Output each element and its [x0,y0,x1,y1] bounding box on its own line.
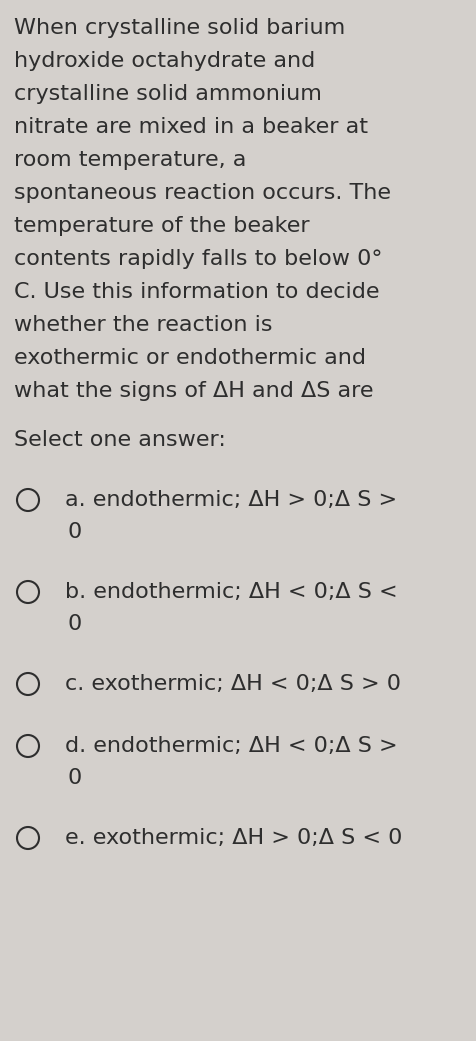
Text: 0: 0 [68,522,82,542]
Text: whether the reaction is: whether the reaction is [14,315,272,335]
Text: c. exothermic; ΔH < 0;Δ S > 0: c. exothermic; ΔH < 0;Δ S > 0 [65,674,400,694]
Text: what the signs of ΔH and ΔS are: what the signs of ΔH and ΔS are [14,381,373,401]
Text: crystalline solid ammonium: crystalline solid ammonium [14,84,321,104]
Text: contents rapidly falls to below 0°: contents rapidly falls to below 0° [14,249,382,269]
Text: 0: 0 [68,768,82,788]
Text: exothermic or endothermic and: exothermic or endothermic and [14,348,365,369]
Text: hydroxide octahydrate and: hydroxide octahydrate and [14,51,315,71]
Text: room temperature, a: room temperature, a [14,150,246,170]
Text: spontaneous reaction occurs. The: spontaneous reaction occurs. The [14,183,390,203]
Text: nitrate are mixed in a beaker at: nitrate are mixed in a beaker at [14,117,367,137]
Text: b. endothermic; ΔH < 0;Δ S <: b. endothermic; ΔH < 0;Δ S < [65,582,397,602]
Text: When crystalline solid barium: When crystalline solid barium [14,18,345,39]
Text: temperature of the beaker: temperature of the beaker [14,215,309,236]
Text: C. Use this information to decide: C. Use this information to decide [14,282,379,302]
Text: e. exothermic; ΔH > 0;Δ S < 0: e. exothermic; ΔH > 0;Δ S < 0 [65,828,402,848]
Text: 0: 0 [68,614,82,634]
Text: a. endothermic; ΔH > 0;Δ S >: a. endothermic; ΔH > 0;Δ S > [65,490,397,510]
Text: Select one answer:: Select one answer: [14,430,226,450]
Text: d. endothermic; ΔH < 0;Δ S >: d. endothermic; ΔH < 0;Δ S > [65,736,397,756]
